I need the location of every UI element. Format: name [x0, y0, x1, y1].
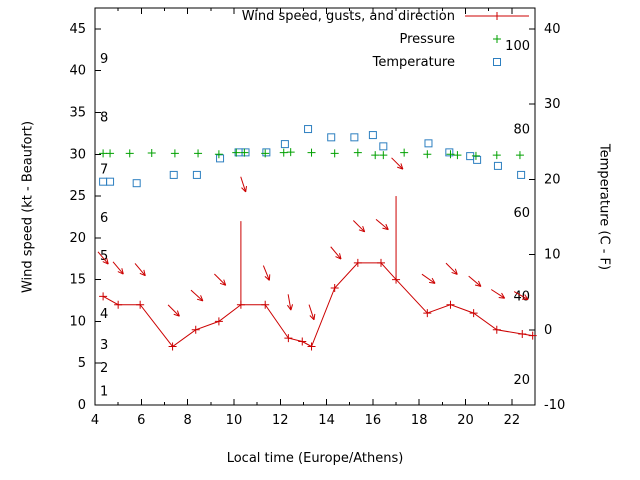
- svg-text:9: 9: [100, 52, 108, 67]
- svg-text:10: 10: [544, 248, 561, 263]
- svg-text:1: 1: [100, 385, 108, 400]
- svg-text:15: 15: [69, 273, 86, 288]
- y-axis-right-title: Temperature (C - F): [596, 143, 612, 271]
- svg-text:4: 4: [100, 307, 108, 322]
- x-axis: 4 6 8 10 12 14 16 18 20 22: [91, 8, 520, 428]
- svg-text:12: 12: [272, 413, 289, 428]
- svg-text:30: 30: [69, 147, 86, 162]
- beaufort-scale-labels: 1 2 3 4 5 6 7 8 9: [100, 52, 108, 400]
- pressure-series: [99, 148, 524, 160]
- svg-text:10: 10: [69, 314, 86, 329]
- y-axis-left: 0 5 10 15 20 25 30 35 40 45: [69, 22, 101, 413]
- svg-text:20: 20: [457, 413, 474, 428]
- svg-text:8: 8: [100, 110, 108, 125]
- temperature-series: [99, 125, 526, 188]
- svg-text:14: 14: [318, 413, 335, 428]
- svg-text:20: 20: [544, 172, 561, 187]
- svg-text:5: 5: [100, 249, 108, 264]
- svg-text:6: 6: [100, 211, 108, 226]
- svg-text:10: 10: [226, 413, 243, 428]
- legend: Wind speed, gusts, and direction Pressure…: [242, 9, 529, 70]
- plot-border: [94, 7, 536, 406]
- svg-text:2: 2: [100, 361, 108, 376]
- svg-text:20: 20: [513, 373, 530, 388]
- svg-text:8: 8: [183, 413, 191, 428]
- svg-text:-10: -10: [544, 398, 565, 413]
- svg-text:7: 7: [100, 162, 108, 177]
- fahrenheit-scale-labels: 20 40 60 80 100: [505, 39, 530, 388]
- svg-text:22: 22: [504, 413, 521, 428]
- svg-text:45: 45: [69, 22, 86, 37]
- svg-text:60: 60: [513, 206, 530, 221]
- svg-text:30: 30: [544, 97, 561, 112]
- svg-text:20: 20: [69, 231, 86, 246]
- svg-text:16: 16: [365, 413, 382, 428]
- svg-text:3: 3: [100, 338, 108, 353]
- svg-text:Wind speed, gusts, and directi: Wind speed, gusts, and direction: [242, 9, 455, 24]
- y-axis-left-title: Wind speed (kt - Beaufort): [20, 120, 36, 294]
- x-axis-title: Local time (Europe/Athens): [226, 451, 404, 466]
- wind-gusts-series: [240, 196, 397, 305]
- svg-text:Temperature: Temperature: [372, 55, 455, 70]
- svg-text:5: 5: [78, 356, 86, 371]
- wind-speed-series: [99, 258, 537, 351]
- svg-text:100: 100: [505, 39, 530, 54]
- svg-text:40: 40: [513, 289, 530, 304]
- svg-text:0: 0: [544, 323, 552, 338]
- svg-text:Pressure: Pressure: [399, 32, 455, 47]
- svg-text:40: 40: [544, 22, 561, 37]
- svg-text:0: 0: [78, 398, 86, 413]
- svg-text:25: 25: [69, 189, 86, 204]
- svg-text:6: 6: [137, 413, 145, 428]
- svg-text:35: 35: [69, 105, 86, 120]
- svg-text:18: 18: [411, 413, 428, 428]
- svg-text:80: 80: [513, 122, 530, 137]
- svg-text:4: 4: [91, 413, 99, 428]
- svg-text:40: 40: [69, 64, 86, 79]
- wind-direction-arrows: [97, 157, 529, 321]
- y-axis-right: 40 30 20 10 0 -10: [529, 22, 565, 413]
